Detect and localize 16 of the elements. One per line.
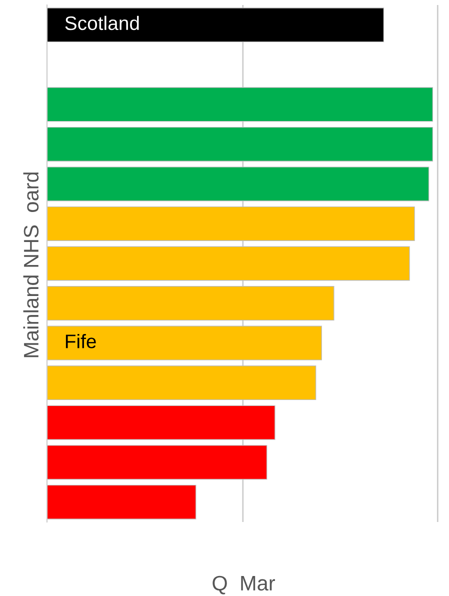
bar bbox=[47, 484, 196, 520]
bar bbox=[47, 445, 268, 480]
x-axis-title: Q Mar bbox=[212, 576, 275, 594]
bar bbox=[47, 366, 316, 400]
bar bbox=[47, 286, 334, 321]
bar bbox=[47, 166, 430, 202]
y-tick-label: Fife bbox=[66, 334, 96, 348]
y-tick-label: Scotland bbox=[65, 16, 139, 30]
bar bbox=[47, 246, 410, 281]
bar bbox=[47, 126, 433, 162]
y-axis-title: Mainland NHS oard bbox=[23, 172, 39, 358]
bar bbox=[47, 326, 322, 360]
bar bbox=[47, 405, 276, 440]
bar bbox=[47, 206, 415, 241]
bar bbox=[47, 87, 433, 122]
bar bbox=[47, 8, 384, 42]
